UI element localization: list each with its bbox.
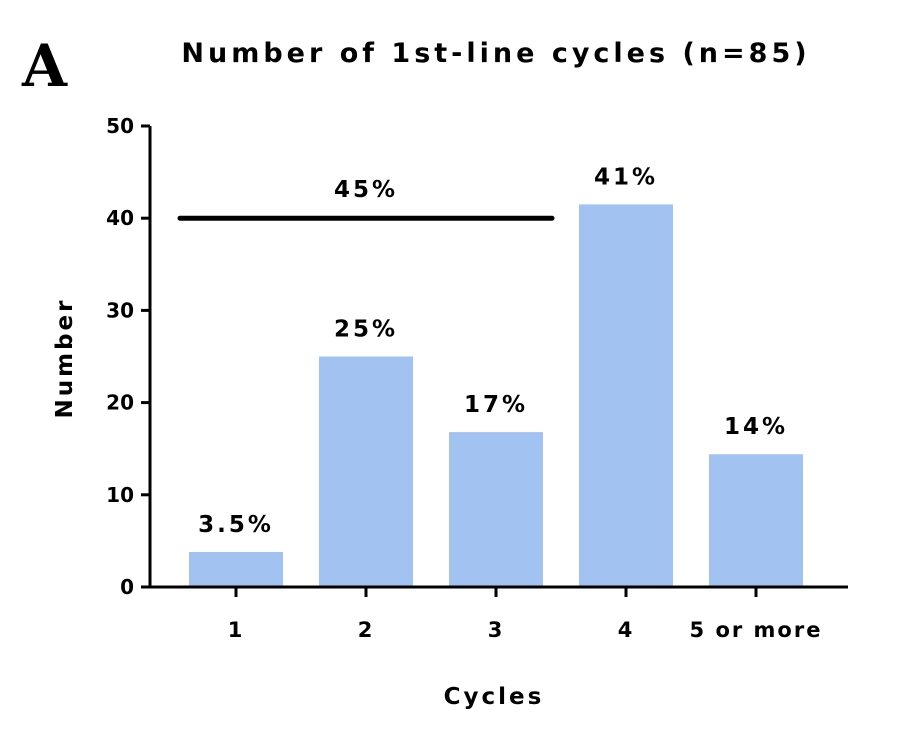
- bar: [319, 356, 413, 587]
- y-axis-ticks: 0 10 20 30 40 50: [106, 114, 150, 599]
- x-tick-label: 4: [618, 618, 635, 642]
- data-label: 3.5%: [198, 512, 274, 538]
- x-axis-title: Cycles: [444, 684, 545, 710]
- y-tick-label: 30: [106, 298, 134, 322]
- bar: [709, 454, 803, 587]
- data-label: 25%: [334, 317, 398, 343]
- x-tick-label: 5 or more: [690, 618, 823, 642]
- y-tick-label: 20: [106, 391, 134, 415]
- y-tick-label: 40: [106, 206, 134, 230]
- y-axis-title: Number: [52, 298, 78, 419]
- bars: [189, 204, 803, 587]
- bar: [449, 432, 543, 587]
- panel-label: A: [21, 32, 68, 100]
- x-tick-label: 2: [358, 618, 375, 642]
- data-labels: 3.5% 25% 17% 41% 14%: [198, 164, 788, 538]
- data-label: 14%: [724, 414, 788, 440]
- chart-title: Number of 1st-line cycles (n=85): [181, 38, 810, 69]
- x-tick-label: 3: [488, 618, 505, 642]
- bar: [189, 551, 283, 587]
- y-tick-label: 10: [106, 483, 134, 507]
- y-tick-label: 50: [106, 114, 134, 138]
- bar: [579, 204, 673, 587]
- x-tick-label: 1: [228, 618, 245, 642]
- y-tick-label: 0: [120, 575, 134, 599]
- x-axis-ticks: 1 2 3 4 5 or more: [228, 587, 823, 642]
- data-label: 17%: [464, 392, 528, 418]
- bracket-label: 45%: [334, 177, 398, 203]
- data-label: 41%: [594, 164, 658, 190]
